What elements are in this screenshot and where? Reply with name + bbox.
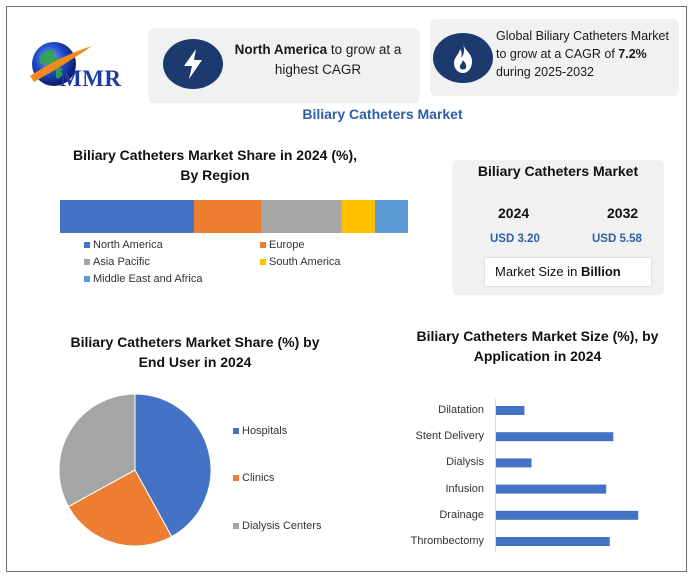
unit-prefix: Market Size in bbox=[495, 264, 581, 279]
highlight-card-region: North America to grow at a highest CAGR bbox=[148, 28, 420, 103]
legend-swatch bbox=[233, 475, 239, 481]
end-user-legend-hospitals: Hospitals bbox=[233, 425, 287, 437]
legend-label: Dialysis Centers bbox=[242, 520, 322, 532]
application-label-dialysis: Dialysis bbox=[446, 456, 484, 469]
legend-label: Clinics bbox=[242, 472, 275, 484]
value-start: USD 3.20 bbox=[490, 233, 540, 245]
region-legend-europe: Europe bbox=[260, 239, 304, 251]
cagr-line3: during 2025-2032 bbox=[496, 65, 594, 79]
application-label-dilatation: Dilatation bbox=[438, 404, 484, 416]
legend-swatch bbox=[84, 276, 90, 282]
highlight-region-strong: North America bbox=[234, 42, 328, 57]
region-legend-south-america: South America bbox=[260, 256, 341, 268]
legend-swatch bbox=[84, 242, 90, 248]
application-chart-title: Biliary Catheters Market Size (%), by Ap… bbox=[416, 328, 659, 364]
region-chart-title: Biliary Catheters Market Share in 2024 (… bbox=[72, 147, 357, 183]
cagr-line2-prefix: to grow at a CAGR of bbox=[496, 47, 619, 61]
market-size-title: Biliary Catheters Market bbox=[477, 163, 639, 179]
highlight-region-text: North America to grow at a highest CAGR bbox=[228, 40, 408, 80]
highlight-cagr-text: Global Biliary Catheters Market to grow … bbox=[496, 27, 676, 81]
end-user-legend-dialysis-centers: Dialysis Centers bbox=[233, 520, 321, 532]
highlight-region-rest2: highest CAGR bbox=[274, 62, 362, 77]
legend-label: South America bbox=[269, 256, 341, 268]
application-label-infusion: Infusion bbox=[445, 482, 484, 495]
flame-icon bbox=[433, 33, 493, 83]
year-end: 2032 bbox=[607, 205, 639, 221]
market-size-unit: Market Size in Billion bbox=[484, 257, 652, 287]
legend-swatch bbox=[233, 523, 239, 529]
legend-label: Hospitals bbox=[242, 425, 288, 437]
year-start: 2024 bbox=[498, 205, 530, 221]
end-user-legend-clinics: Clinics bbox=[233, 472, 274, 484]
region-legend-north-america: North America bbox=[84, 239, 163, 251]
legend-label: North America bbox=[93, 239, 163, 251]
market-size-box: Biliary Catheters Market 2024 2032 USD 3… bbox=[452, 160, 664, 295]
main-title: Biliary Catheters Market bbox=[302, 106, 463, 122]
logo-text: MMR bbox=[60, 66, 122, 91]
globe-logo-icon bbox=[30, 42, 92, 86]
region-legend-asia-pacific: Asia Pacific bbox=[84, 256, 150, 268]
region-legend-middle-east-and-africa: Middle East and Africa bbox=[84, 273, 202, 285]
legend-swatch bbox=[233, 428, 239, 434]
legend-label: Middle East and Africa bbox=[93, 273, 203, 285]
unit-strong: Billion bbox=[580, 264, 621, 279]
end-user-chart-title: Biliary Catheters Market Share (%) by En… bbox=[70, 334, 320, 370]
value-end: USD 5.58 bbox=[592, 233, 642, 245]
application-label-stent-delivery: Stent Delivery bbox=[415, 430, 484, 443]
legend-label: Europe bbox=[269, 239, 305, 251]
legend-swatch bbox=[260, 242, 266, 248]
legend-swatch bbox=[84, 259, 90, 265]
cagr-line1: Global Biliary Catheters Market bbox=[496, 29, 669, 43]
cagr-value: 7.2% bbox=[618, 47, 647, 61]
application-label-thrombectomy: Thrombectomy bbox=[410, 535, 484, 547]
legend-swatch bbox=[260, 259, 266, 265]
highlight-region-rest1: to grow at a bbox=[327, 42, 402, 57]
application-label-drainage: Drainage bbox=[439, 508, 484, 521]
highlight-card-cagr: Global Biliary Catheters Market to grow … bbox=[430, 19, 679, 96]
legend-label: Asia Pacific bbox=[93, 256, 150, 268]
lightning-icon bbox=[163, 39, 223, 89]
